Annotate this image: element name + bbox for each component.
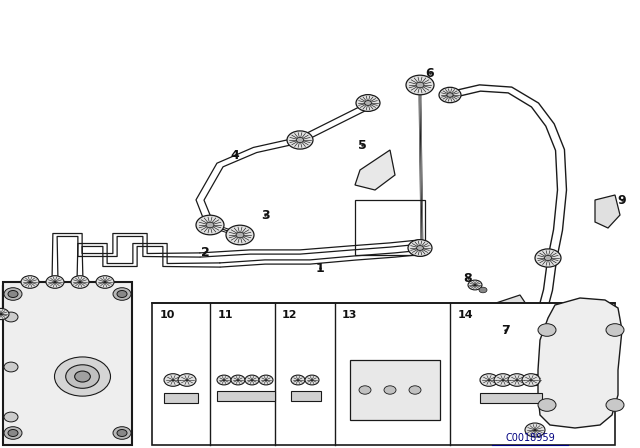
Circle shape — [113, 288, 131, 300]
Circle shape — [522, 374, 540, 386]
Circle shape — [178, 374, 196, 386]
Circle shape — [606, 399, 624, 411]
Circle shape — [206, 222, 214, 228]
Circle shape — [384, 386, 396, 394]
Circle shape — [494, 374, 512, 386]
Circle shape — [66, 365, 99, 388]
Circle shape — [113, 426, 131, 439]
Circle shape — [4, 412, 18, 422]
Bar — [350, 360, 440, 420]
Text: 12: 12 — [282, 310, 298, 320]
Circle shape — [4, 288, 22, 300]
Circle shape — [226, 225, 254, 245]
Polygon shape — [355, 150, 395, 190]
Bar — [3, 282, 132, 445]
Text: 14: 14 — [458, 310, 474, 320]
Circle shape — [447, 93, 453, 97]
Circle shape — [291, 375, 305, 385]
Text: 3: 3 — [260, 208, 269, 221]
Circle shape — [4, 426, 22, 439]
Circle shape — [236, 232, 244, 238]
Bar — [291, 391, 321, 401]
Circle shape — [117, 290, 127, 297]
Circle shape — [75, 371, 90, 382]
Text: C0018959: C0018959 — [505, 433, 555, 443]
Circle shape — [365, 101, 371, 105]
Circle shape — [545, 255, 552, 261]
Circle shape — [480, 374, 498, 386]
Circle shape — [359, 386, 371, 394]
Text: 6: 6 — [426, 66, 435, 79]
Circle shape — [408, 240, 432, 256]
Circle shape — [21, 276, 39, 289]
Text: 8: 8 — [464, 271, 472, 284]
Circle shape — [538, 324, 556, 336]
Polygon shape — [490, 295, 530, 325]
Circle shape — [196, 215, 224, 235]
Circle shape — [259, 375, 273, 385]
Text: 2: 2 — [200, 246, 209, 258]
Circle shape — [8, 430, 18, 436]
Bar — [164, 393, 198, 403]
Circle shape — [54, 357, 111, 396]
Circle shape — [96, 276, 114, 289]
Text: 5: 5 — [358, 138, 366, 151]
Circle shape — [535, 249, 561, 267]
Circle shape — [417, 246, 424, 250]
Circle shape — [71, 276, 89, 289]
Circle shape — [46, 276, 64, 289]
Circle shape — [508, 374, 526, 386]
Bar — [480, 393, 542, 403]
Text: 1: 1 — [316, 262, 324, 275]
Circle shape — [606, 324, 624, 336]
Circle shape — [527, 375, 543, 386]
Circle shape — [8, 290, 18, 297]
Circle shape — [4, 362, 18, 372]
Circle shape — [439, 87, 461, 103]
Circle shape — [525, 423, 545, 437]
Circle shape — [164, 374, 182, 386]
Text: 11: 11 — [218, 310, 234, 320]
Text: 4: 4 — [230, 148, 239, 161]
Circle shape — [0, 308, 9, 319]
Circle shape — [245, 375, 259, 385]
Polygon shape — [595, 195, 620, 228]
Text: 7: 7 — [500, 323, 509, 336]
Text: 9: 9 — [618, 194, 627, 207]
Circle shape — [356, 95, 380, 112]
Circle shape — [409, 386, 421, 394]
Text: 13: 13 — [342, 310, 357, 320]
Circle shape — [479, 287, 487, 293]
Bar — [217, 391, 275, 401]
Circle shape — [217, 375, 231, 385]
Bar — [152, 303, 615, 445]
Circle shape — [406, 75, 434, 95]
Circle shape — [468, 280, 482, 290]
Circle shape — [4, 312, 18, 322]
Polygon shape — [538, 298, 622, 428]
Circle shape — [305, 375, 319, 385]
Text: 10: 10 — [160, 310, 175, 320]
Circle shape — [287, 131, 313, 149]
Circle shape — [117, 430, 127, 436]
Circle shape — [296, 138, 303, 142]
Circle shape — [416, 82, 424, 88]
Circle shape — [538, 399, 556, 411]
Circle shape — [231, 375, 245, 385]
